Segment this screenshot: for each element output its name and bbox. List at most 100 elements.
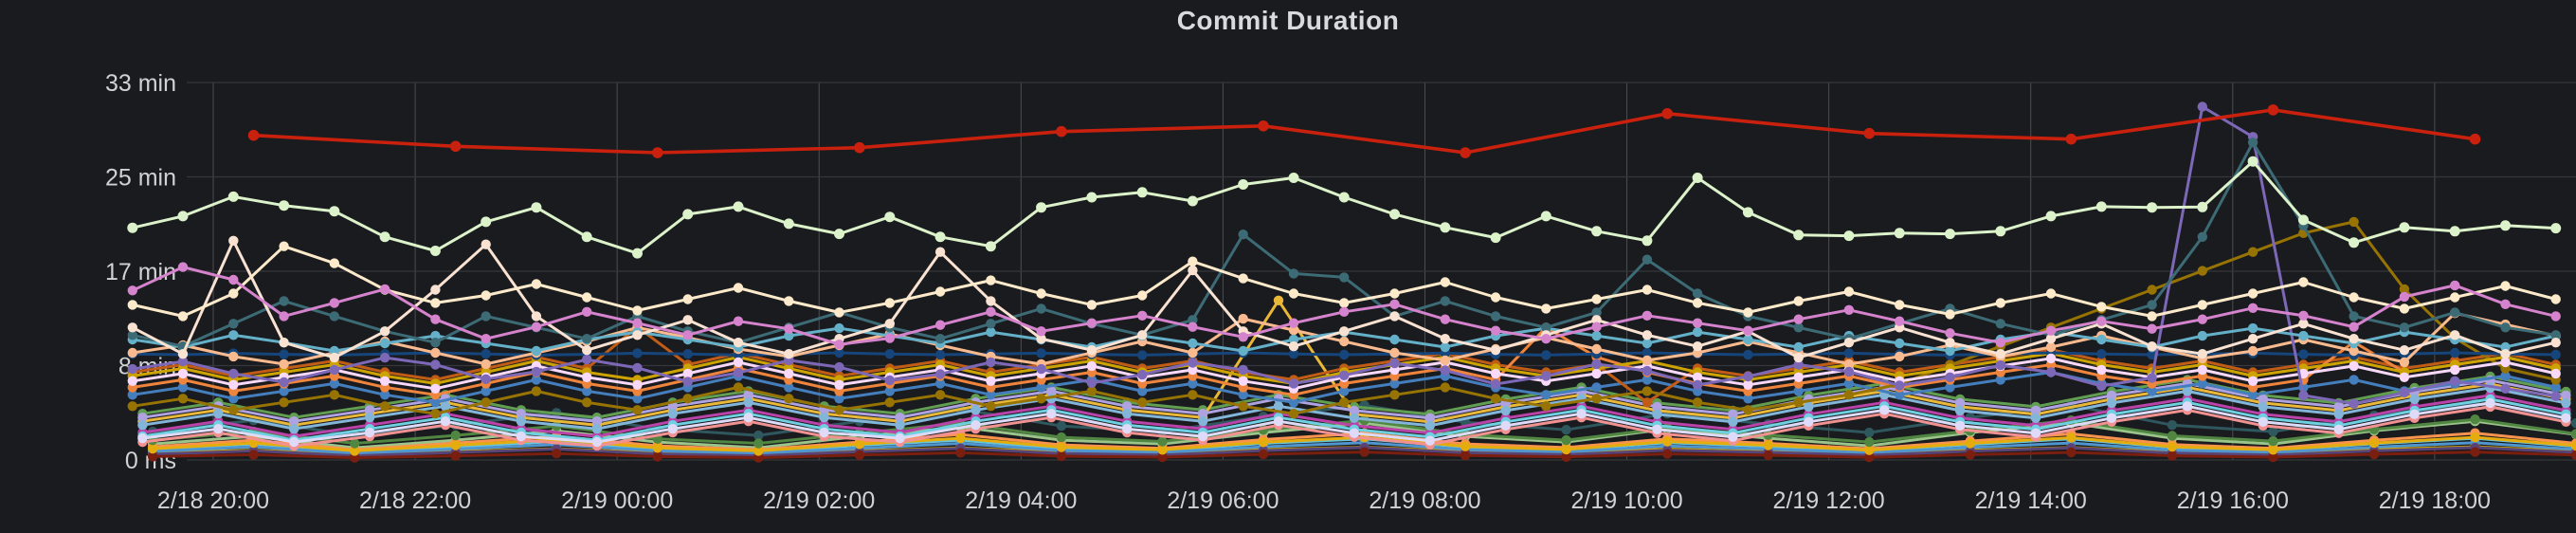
data-point-band-palepink[interactable] [2197,349,2207,359]
data-point-band-lightpink[interactable] [733,357,744,368]
data-point-band-purple[interactable] [430,359,441,370]
data-point-band-darkteal[interactable] [1490,311,1501,322]
data-point-band-darkteal[interactable] [2349,311,2359,322]
data-point-top-mint[interactable] [1843,230,1855,242]
data-point-band-blue[interactable] [1843,378,1855,389]
data-point-top-red[interactable] [449,140,462,153]
data-point-top-mint[interactable] [1440,222,1451,233]
data-point-band-lightpink[interactable] [127,376,137,386]
data-point-band-orchid[interactable] [2045,325,2057,336]
data-point-band-cream[interactable] [1440,277,1451,287]
data-point-floor-darkred[interactable] [2570,450,2576,460]
data-point-floor-mustard[interactable] [2368,437,2380,449]
data-point-band-steelcyan[interactable] [1591,330,1602,341]
data-point-band-lightpink[interactable] [632,379,643,390]
data-point-band-purple[interactable] [2450,376,2460,386]
data-point-floor-mustard[interactable] [350,446,360,456]
data-point-band-cream[interactable] [1895,300,1905,310]
data-point-band-purple[interactable] [2045,367,2057,377]
data-point-band-peach[interactable] [1895,351,1905,362]
data-point-top-mint[interactable] [329,206,340,217]
data-point-band-peach[interactable] [1339,336,1350,347]
data-point-low-lightpurple[interactable] [289,416,299,427]
data-point-floor-mustard[interactable] [1965,438,1975,449]
data-point-band-goldenrod[interactable] [329,390,339,400]
data-point-band-orchid[interactable] [1238,332,1248,342]
data-point-band-purple[interactable] [884,375,895,386]
data-point-band-orchid[interactable] [1793,314,1804,324]
data-point-band-navy[interactable] [2450,347,2460,358]
data-point-band-darkteal[interactable] [1591,307,1602,318]
data-point-band-goldenrod[interactable] [986,401,996,412]
data-point-band-darkteal[interactable] [1036,303,1046,314]
data-point-floor-mustard[interactable] [450,440,461,450]
data-point-band-palepink[interactable] [2298,319,2309,329]
data-point-low-sky[interactable] [2258,401,2268,413]
data-point-band-cream[interactable] [1743,307,1753,318]
data-point-low-sky[interactable] [971,405,981,415]
data-point-band-blue[interactable] [2349,375,2359,385]
data-point-band-purple[interactable] [1895,380,1905,391]
data-point-low-sky[interactable] [2182,386,2193,396]
data-point-band-palepink[interactable] [733,338,744,348]
data-point-band-palepink[interactable] [2147,341,2157,352]
data-point-band-palepink[interactable] [531,311,542,322]
data-point-top-red[interactable] [1863,127,1876,139]
data-point-top-red[interactable] [1460,147,1471,158]
data-point-band-blue[interactable] [1288,397,1299,408]
data-point-band-steelcyan[interactable] [834,322,844,334]
data-point-band-purple[interactable] [481,374,491,384]
data-point-band-purple[interactable] [1642,365,1653,377]
data-point-band-palepink[interactable] [1440,334,1451,344]
data-point-low-lavender[interactable] [1954,420,1966,431]
data-point-band-purple[interactable] [1339,370,1350,380]
data-point-top-mint[interactable] [2449,226,2460,237]
data-point-top-mint[interactable] [2247,156,2259,167]
data-point-band-blue[interactable] [1339,386,1350,396]
data-point-band-palepink[interactable] [884,319,895,329]
data-point-floor-mustard[interactable] [2570,440,2576,451]
data-point-band-orchid[interactable] [2197,314,2207,324]
data-point-band-orchid[interactable] [1945,328,1955,339]
data-point-band-cream[interactable] [1036,288,1046,299]
data-point-band-lightpink[interactable] [2500,357,2511,368]
data-point-floor-mustard[interactable] [1258,437,1269,448]
data-point-band-goldenrod[interactable] [784,394,794,404]
data-point-band-orchid[interactable] [1591,322,1602,332]
data-point-band-palepink[interactable] [682,315,693,325]
data-point-band-orchid[interactable] [2247,303,2259,313]
data-point-band-purple[interactable] [1238,364,1248,376]
data-point-band-orchid[interactable] [1642,310,1653,321]
data-point-band-darkteal[interactable] [1238,230,1248,240]
data-point-band-darkteal[interactable] [1642,254,1653,265]
data-point-band-cream[interactable] [1642,285,1653,295]
data-point-band-navy[interactable] [1743,349,1753,360]
data-point-band-palepink[interactable] [2045,334,2057,344]
data-point-band-orchid[interactable] [1137,310,1148,321]
data-point-band-purple[interactable] [279,377,289,388]
data-point-floor-mustard[interactable] [955,432,966,444]
data-point-band-steelcyan[interactable] [1692,326,1703,338]
data-point-band-cream[interactable] [279,241,289,251]
data-point-band-purple[interactable] [1541,371,1551,381]
data-point-band-orchid[interactable] [1541,334,1551,344]
data-point-band-lightpink[interactable] [2197,364,2207,376]
data-point-top-red[interactable] [1661,108,1673,119]
data-point-floor-darkred[interactable] [1460,450,1471,461]
data-point-band-blue[interactable] [2550,382,2561,393]
data-point-band-purple[interactable] [834,361,844,373]
data-point-band-cream[interactable] [2399,303,2410,314]
data-point-low-lightpurple[interactable] [137,413,148,423]
data-point-band-cream[interactable] [228,288,239,299]
data-point-top-mint[interactable] [1642,235,1653,247]
data-point-band-cream[interactable] [1541,303,1551,314]
data-point-band-darkteal[interactable] [1188,315,1198,325]
data-point-band-blue[interactable] [531,375,542,385]
data-point-top-mint[interactable] [1793,230,1805,241]
data-point-band-palepink[interactable] [1591,315,1602,325]
data-point-band-purple[interactable] [632,362,643,374]
data-point-low-lavender[interactable] [1424,435,1436,446]
data-point-band-cream[interactable] [1490,292,1501,303]
data-point-band-goldenrod[interactable] [582,397,592,408]
data-point-band-palepink[interactable] [481,239,491,249]
